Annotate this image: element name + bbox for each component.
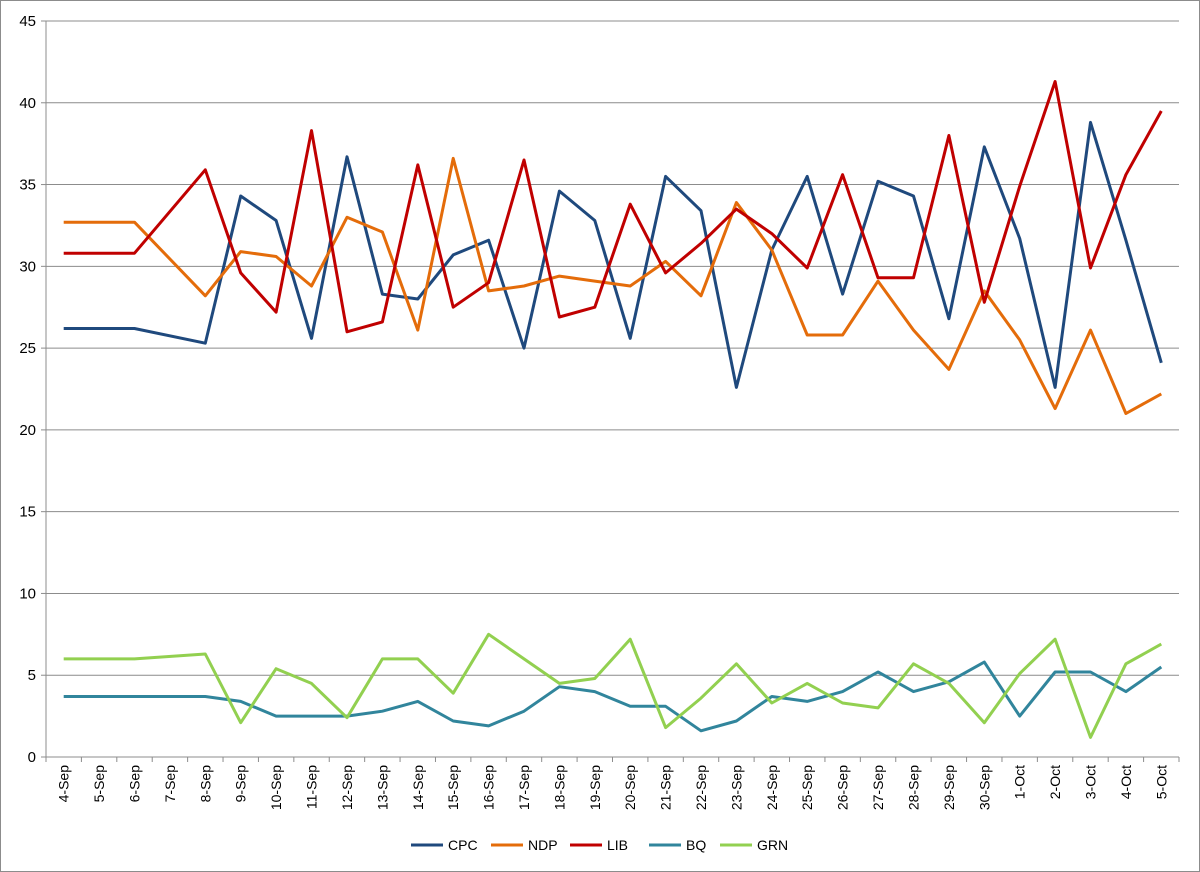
x-tick-label: 26-Sep [835,765,851,810]
x-tick-label: 24-Sep [764,765,780,810]
legend: CPC NDP LIB BQ GRN [411,837,788,853]
x-tick-label: 14-Sep [410,765,426,810]
legend-label: CPC [448,837,478,853]
y-axis-ticks: 0 5 10 15 20 25 30 35 40 45 [19,13,46,766]
x-tick-label: 3-Oct [1082,765,1098,799]
x-tick-label: 18-Sep [551,765,567,810]
x-tick-label: 28-Sep [905,765,921,810]
legend-label: NDP [528,837,558,853]
x-tick-label: 7-Sep [162,765,178,803]
x-tick-label: 23-Sep [728,765,744,810]
series-line-cpc [63,120,1163,389]
x-tick-label: 10-Sep [268,765,284,810]
x-tick-label: 5-Sep [91,765,107,803]
y-tick-label: 10 [19,585,36,602]
x-tick-label: 11-Sep [304,765,320,809]
y-tick-label: 5 [28,667,36,684]
y-tick-label: 40 [19,95,36,112]
series-line-lib [63,80,1163,334]
x-tick-label: 2-Oct [1047,765,1063,799]
x-tick-label: 25-Sep [799,765,815,810]
legend-item-bq: BQ [649,837,706,853]
x-tick-label: 8-Sep [197,765,213,803]
x-tick-label: 5-Oct [1153,765,1169,799]
legend-label: BQ [686,837,706,853]
y-tick-label: 15 [19,504,36,521]
x-tick-label: 22-Sep [693,765,709,810]
legend-item-cpc: CPC [411,837,478,853]
series-line-bq [63,660,1163,733]
x-tick-label: 29-Sep [941,765,957,810]
x-tick-label: 19-Sep [587,765,603,810]
x-tick-label: 27-Sep [870,765,886,810]
x-tick-label: 9-Sep [233,765,249,803]
legend-label: GRN [757,837,788,853]
x-tick-label: 1-Oct [1012,765,1028,799]
legend-label: LIB [607,837,628,853]
series-lines [63,80,1163,739]
legend-item-grn: GRN [720,837,788,853]
axes [45,21,1179,758]
legend-item-ndp: NDP [491,837,558,853]
x-tick-label: 17-Sep [516,765,532,810]
legend-item-lib: LIB [570,837,628,853]
x-tick-label: 4-Sep [56,765,72,803]
x-axis-ticks: 4-Sep 5-Sep 6-Sep 7-Sep 8-Sep 9-Sep 10-Sep 11-S… [45,757,1180,810]
y-tick-label: 0 [28,749,36,766]
y-tick-label: 30 [19,258,36,275]
x-tick-label: 4-Oct [1118,765,1134,799]
x-tick-label: 12-Sep [339,765,355,810]
y-tick-label: 20 [19,422,36,439]
x-tick-label: 16-Sep [481,765,497,810]
y-tick-label: 35 [19,177,36,194]
x-tick-label: 15-Sep [445,765,461,810]
x-tick-label: 6-Sep [127,765,143,803]
x-tick-label: 20-Sep [622,765,638,810]
y-tick-label: 45 [19,13,36,30]
series-line-grn [63,632,1163,739]
series-line-ndp [63,156,1163,415]
gridlines [46,20,1179,676]
x-tick-label: 30-Sep [976,765,992,810]
x-tick-label: 13-Sep [374,765,390,810]
x-tick-label: 21-Sep [658,765,674,810]
y-tick-label: 25 [19,340,36,357]
